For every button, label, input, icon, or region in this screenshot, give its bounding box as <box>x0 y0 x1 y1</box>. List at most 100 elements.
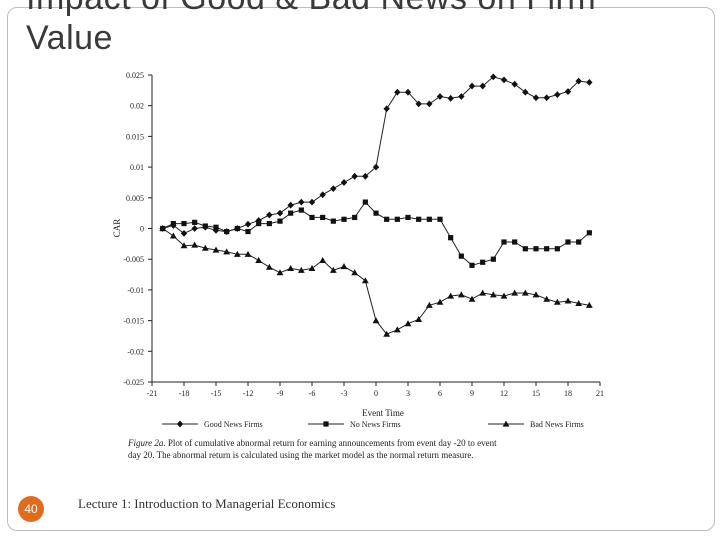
data-point <box>426 100 433 108</box>
data-point <box>352 214 358 221</box>
x-tick-label: -18 <box>179 389 190 398</box>
data-point <box>521 289 529 296</box>
data-point <box>362 172 369 180</box>
data-point <box>256 220 262 227</box>
data-point <box>297 266 305 273</box>
data-point <box>415 100 422 108</box>
data-point <box>383 105 390 113</box>
data-point <box>554 91 561 99</box>
data-point <box>447 292 455 299</box>
slide-title-line1: Impact of Good & Bad News on Firm <box>26 0 596 17</box>
data-point <box>276 209 284 217</box>
data-point <box>180 230 188 237</box>
data-point <box>511 80 518 88</box>
legend-item-bad-news-firms: Bad News Firms <box>488 420 584 429</box>
x-tick-label: 3 <box>406 389 410 398</box>
data-point <box>436 93 444 100</box>
data-point <box>351 172 358 180</box>
y-axis-label: CAR <box>112 219 122 238</box>
data-point <box>458 253 464 259</box>
data-point <box>169 232 177 239</box>
data-point <box>181 220 187 227</box>
data-point <box>287 265 295 272</box>
data-point <box>468 295 476 302</box>
data-point <box>405 214 411 221</box>
caption-label: Figure 2a. <box>127 438 166 448</box>
data-point <box>564 88 572 95</box>
data-point <box>266 211 273 219</box>
x-tick-label: 9 <box>470 389 474 398</box>
caption-line2: day 20. The abnormal return is calculate… <box>128 450 473 460</box>
data-point <box>191 225 198 232</box>
x-tick-label: -6 <box>309 389 316 398</box>
data-point <box>500 292 508 299</box>
x-axis-label: Event Time <box>362 408 404 418</box>
data-point <box>192 219 198 225</box>
car-chart-figure: 0.025 0.02 0.015 0.01 0.005 0 -0.005 -0.01 -0.01… <box>110 60 620 470</box>
data-point <box>298 198 305 206</box>
data-point <box>511 289 519 296</box>
data-point <box>437 216 443 222</box>
data-point <box>586 230 592 236</box>
data-point <box>522 246 528 252</box>
series-no-news-firms <box>160 199 592 268</box>
legend-label: Bad News Firms <box>530 420 584 429</box>
y-tick-label: -0.02 <box>127 347 144 356</box>
data-point <box>341 216 347 222</box>
data-point <box>384 216 390 222</box>
data-point <box>340 263 348 270</box>
y-tick-label: 0.01 <box>130 163 144 172</box>
data-point <box>308 265 316 272</box>
data-point <box>448 235 454 241</box>
data-point <box>393 326 401 333</box>
data-point <box>265 263 273 270</box>
x-tick-label: 21 <box>596 389 604 398</box>
x-tick-label: 6 <box>438 389 442 398</box>
legend-label: Good News Firms <box>204 420 263 429</box>
caption-text-1: Plot of cumulative abnormal return for e… <box>168 438 497 448</box>
x-tick-label: -15 <box>211 389 222 398</box>
data-point <box>308 198 316 206</box>
data-point <box>170 220 176 227</box>
data-point <box>479 289 487 296</box>
data-point <box>436 298 444 305</box>
legend-marker <box>176 420 184 428</box>
data-point <box>361 277 369 284</box>
data-point <box>244 220 252 228</box>
data-point <box>213 224 219 230</box>
data-point <box>554 246 560 252</box>
data-point <box>565 239 571 245</box>
legend-label: No News Firms <box>350 420 401 429</box>
data-point <box>201 244 209 251</box>
footer-text: Lecture 1: Introduction to Managerial Ec… <box>78 496 336 511</box>
legend-item-good-news-firms: Good News Firms <box>162 420 263 429</box>
data-point <box>501 239 507 245</box>
data-point <box>585 301 593 308</box>
data-point <box>457 291 465 298</box>
legend-marker <box>502 420 510 427</box>
data-point <box>212 246 220 253</box>
series-bad-news-firms <box>159 225 593 337</box>
y-tick-label: -0.015 <box>123 317 144 326</box>
data-point <box>245 228 251 235</box>
data-point <box>532 94 540 102</box>
data-point <box>233 250 241 257</box>
slide-title-line2: Value <box>26 19 113 57</box>
data-point <box>319 257 327 264</box>
data-point <box>255 257 263 264</box>
data-point <box>340 179 348 186</box>
data-point <box>351 269 359 276</box>
series-line <box>162 76 590 234</box>
data-point <box>479 82 486 90</box>
data-point <box>234 225 240 232</box>
data-point <box>586 78 593 86</box>
data-point <box>490 256 496 262</box>
data-point <box>500 76 508 84</box>
slide-title: Impact of Good & Bad News on Firm Value <box>26 0 596 58</box>
data-point <box>159 225 167 232</box>
data-point <box>394 88 401 96</box>
x-tick-label: 0 <box>374 389 378 398</box>
y-tick-label: 0.025 <box>126 71 144 80</box>
data-point <box>447 94 454 102</box>
x-tick-label: -3 <box>341 389 348 398</box>
